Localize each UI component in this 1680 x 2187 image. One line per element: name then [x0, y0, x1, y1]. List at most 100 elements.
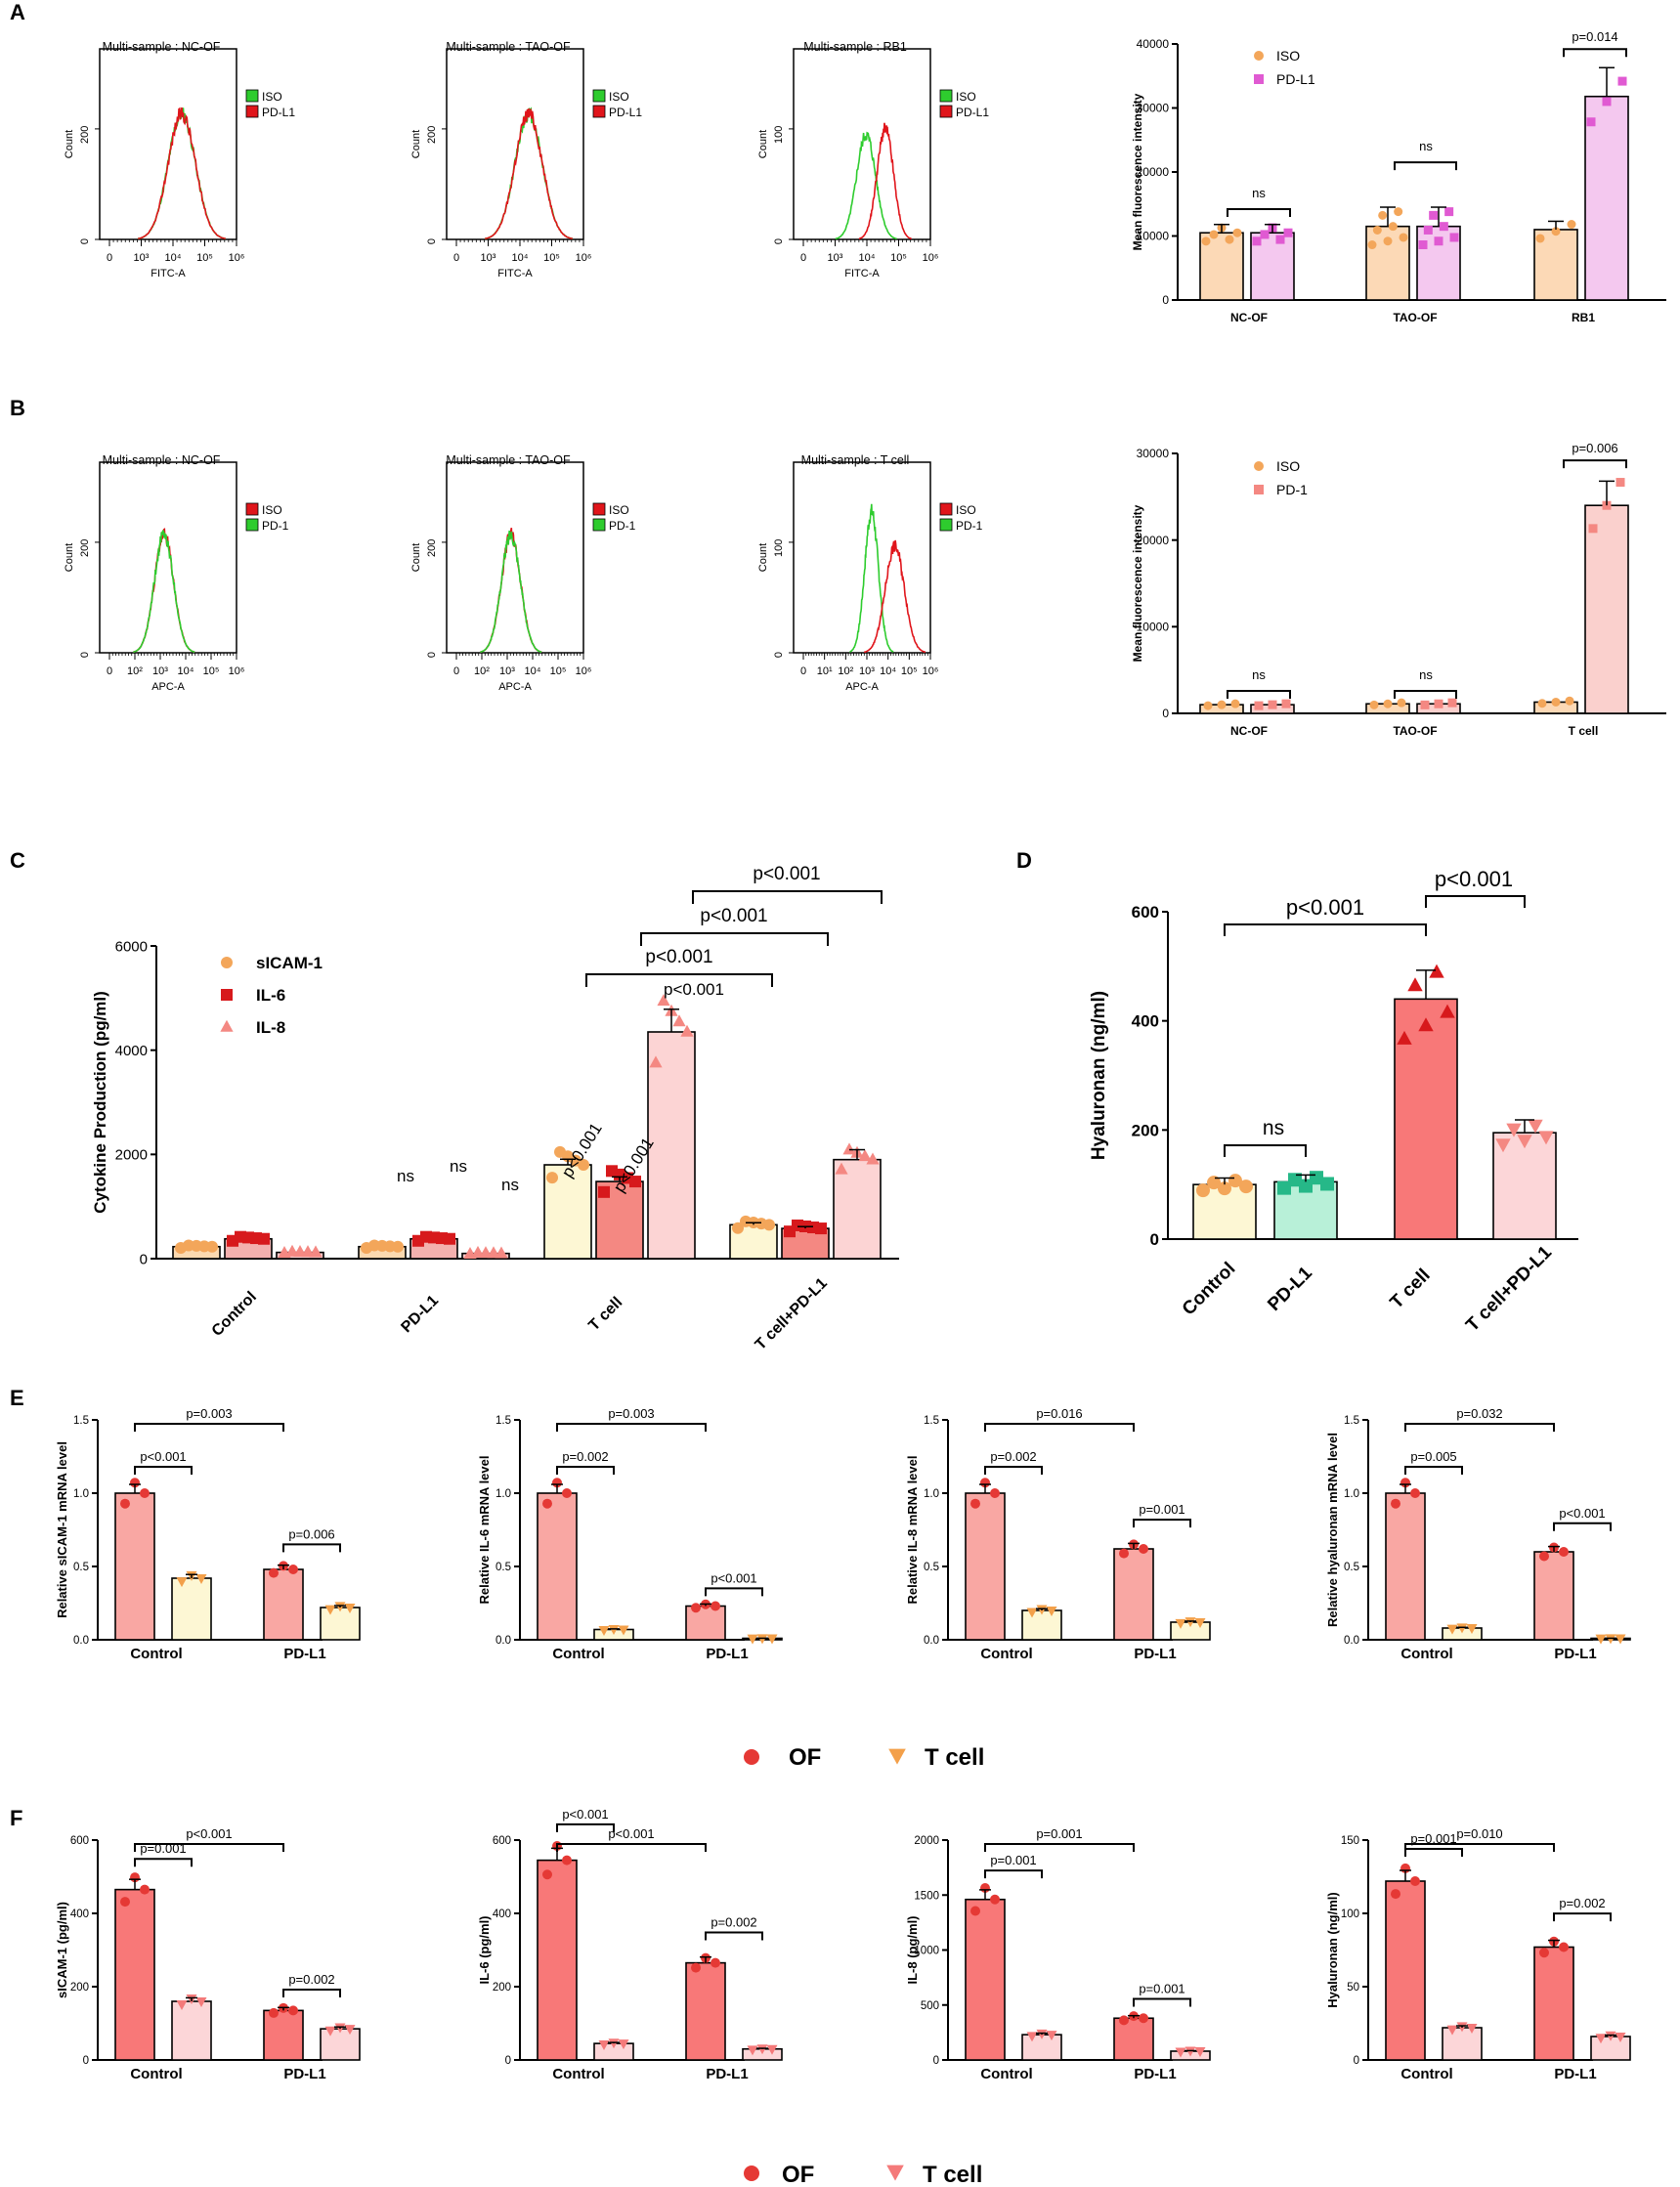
F3-point — [1185, 2046, 1196, 2057]
A-bar-point — [1399, 233, 1408, 242]
F4-point — [1615, 2033, 1626, 2042]
F-legend-marker-0 — [744, 2166, 759, 2181]
F1-point — [176, 2000, 188, 2010]
E4-xtick-0: Control — [1400, 1646, 1452, 1662]
B-bar-PD-1-2 — [1584, 504, 1629, 714]
E2-bar-OF-1 — [685, 1605, 726, 1641]
E3-p-2: p=0.001 — [1139, 1502, 1185, 1517]
C-point — [680, 1024, 694, 1037]
E4-ytick-2: 1.0 — [1344, 1488, 1359, 1500]
A-hist-3-plot-frame — [793, 48, 931, 240]
B-hist-1-legend-label-0: ISO — [262, 503, 282, 517]
E2-p-2: p<0.001 — [711, 1570, 756, 1585]
E3-ytick-1: 0.5 — [924, 1562, 939, 1573]
A-hist-3-ylabel: Count — [757, 130, 769, 158]
A-bar-PD-L1-2 — [1584, 95, 1629, 301]
B-hist-3-legend-swatch-0 — [939, 502, 953, 516]
F2-ytick-3: 600 — [493, 1835, 511, 1847]
A-bar-point — [1617, 76, 1627, 86]
F3-point — [990, 1894, 1000, 1905]
D-xtick-0: Control — [1179, 1259, 1240, 1320]
A-hist-3-ytick-1: 100 — [773, 126, 785, 144]
F1-bracket — [134, 1858, 193, 1867]
F3-point — [1139, 2013, 1148, 2024]
E3-xtick-0: Control — [980, 1646, 1032, 1662]
E2-ylabel: Relative IL-6 mRNA level — [477, 1456, 492, 1605]
B-hist-2-legend-label-0: ISO — [609, 503, 629, 517]
E3-point — [1175, 1618, 1186, 1629]
E1-p-2: p=0.006 — [288, 1526, 334, 1541]
A-bar-legend-0: ISO — [1276, 48, 1300, 64]
D-point — [1239, 1179, 1253, 1194]
C-ytick-3: 6000 — [115, 938, 148, 955]
E4-bracket — [1553, 1522, 1612, 1531]
F-legend-0: OF — [782, 2162, 814, 2187]
C-bracket — [692, 890, 883, 904]
F1-point — [288, 2005, 298, 2016]
C-xtick-3: T cell+PD-L1 — [753, 1275, 831, 1353]
E2-ytick-1: 0.5 — [495, 1562, 511, 1573]
A-bar-bracket — [1394, 161, 1457, 171]
A-hist-3-curve-0 — [835, 131, 897, 240]
A-hist-2-xtick-4: 10⁶ — [576, 252, 592, 264]
E-legend-0: OF — [789, 1744, 821, 1771]
B-hist-1-xtick-4: 10⁵ — [203, 665, 220, 677]
E1-bracket — [282, 1543, 341, 1553]
A-hist-2-curve-1 — [485, 107, 574, 240]
E2-p-0: p=0.003 — [608, 1406, 654, 1421]
E1-point — [344, 1604, 356, 1613]
F3-point — [1026, 2032, 1038, 2042]
F3-bar-OF-0 — [965, 1898, 1006, 2061]
E1-point — [195, 1574, 207, 1584]
D-point — [1299, 1179, 1313, 1193]
F4-point — [1391, 1889, 1400, 1900]
D-point — [1538, 1131, 1554, 1145]
F2-xtick-0: Control — [552, 2066, 604, 2082]
C-xtick-1: PD-L1 — [398, 1292, 442, 1336]
E1-ylabel: Relative sICAM-1 mRNA level — [55, 1441, 69, 1618]
F2-ytick-0: 0 — [505, 2055, 511, 2067]
E1-point — [324, 1605, 336, 1615]
B-hist-3-xtick-5: 10⁵ — [901, 665, 918, 677]
F2-point — [562, 1855, 572, 1865]
D-ytick-1: 200 — [1132, 1121, 1159, 1139]
C-point — [649, 1055, 663, 1068]
B-bar-point — [1369, 700, 1379, 709]
C-point — [598, 1185, 610, 1198]
E2-point — [608, 1624, 620, 1635]
C-bar-IL-8-3 — [833, 1158, 882, 1260]
F4-ytick-1: 50 — [1347, 1982, 1359, 1994]
C-point — [309, 1245, 323, 1258]
E1-point — [130, 1478, 140, 1488]
E1-p-0: p=0.003 — [186, 1406, 232, 1421]
C-bar-IL-8-2 — [647, 1031, 696, 1260]
B-bar-point — [1383, 699, 1393, 708]
E4-p-2: p<0.001 — [1559, 1506, 1605, 1521]
C-point — [444, 1232, 455, 1245]
D-point — [1429, 964, 1444, 978]
panel-label-F: F — [10, 1806, 22, 1830]
F4-ytick-2: 100 — [1341, 1908, 1359, 1920]
A-bar-point — [1429, 210, 1439, 220]
E4-bracket — [1404, 1423, 1555, 1432]
F2-p-1: p<0.001 — [562, 1807, 608, 1822]
D-point — [1288, 1173, 1302, 1187]
A-bar-p-0: p=0.014 — [1572, 29, 1617, 44]
B-bar-ns-0: ns — [1252, 667, 1266, 682]
B-bar-point — [1420, 700, 1430, 709]
F1-bar-T cell-0 — [171, 2000, 212, 2061]
A-hist-1-xtick-2: 10⁴ — [165, 252, 182, 264]
E2-ytick-0: 0.0 — [495, 1635, 511, 1647]
B-hist-2-xlabel: APC-A — [498, 681, 532, 693]
E3-point — [980, 1478, 990, 1488]
B-bar-legend-0: ISO — [1276, 458, 1300, 474]
C-point — [546, 1172, 558, 1184]
F3-xtick-1: PD-L1 — [1134, 2066, 1176, 2082]
B-hist-2-curve-0 — [480, 527, 542, 654]
D-point — [1218, 1181, 1231, 1196]
E4-point — [1400, 1478, 1410, 1488]
E3-point — [1139, 1544, 1148, 1554]
F2-point — [691, 1962, 701, 1973]
B-bar-point — [1397, 698, 1406, 708]
